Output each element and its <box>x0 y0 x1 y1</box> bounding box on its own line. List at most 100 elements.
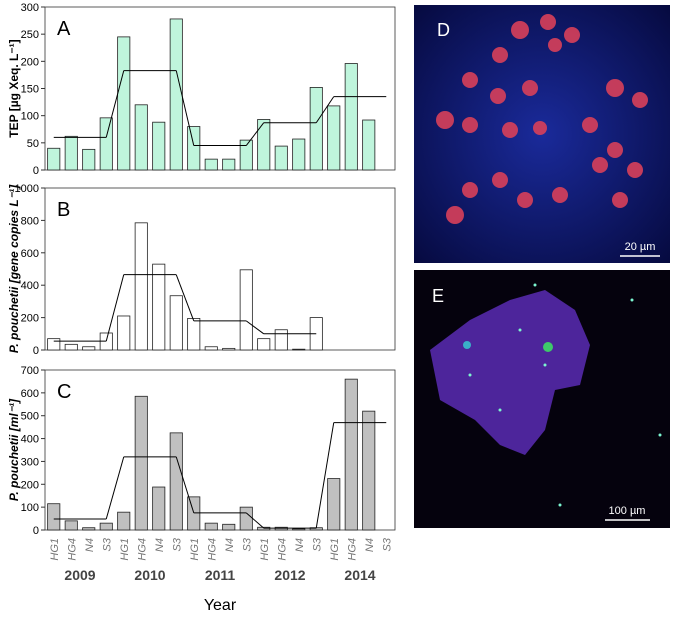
y-tick-label: 50 <box>27 138 39 150</box>
y-tick-label: 100 <box>21 502 39 514</box>
y-tick-label: 600 <box>21 388 39 400</box>
year-label: 2010 <box>134 567 165 583</box>
panel-label: D <box>437 20 450 40</box>
y-tick-label: 0 <box>33 345 39 357</box>
y-tick-label: 400 <box>21 280 39 292</box>
bar <box>117 36 131 171</box>
bar <box>327 105 341 171</box>
panel-label: B <box>57 199 70 221</box>
bar <box>362 410 376 531</box>
y-axis-label: TEP [µg Xeq. L⁻¹] <box>7 39 21 137</box>
plot-frame <box>44 187 396 351</box>
bar <box>152 486 166 531</box>
mean-connector <box>105 456 125 520</box>
bar <box>169 295 183 351</box>
panel-label: A <box>57 18 71 40</box>
y-tick-label: 500 <box>21 411 39 423</box>
mean-connector <box>105 70 125 138</box>
x-tick-label: N4 <box>154 538 166 552</box>
mean-connector <box>245 512 265 529</box>
x-tick-label: HG4 <box>136 538 148 561</box>
chart: 0 200 400 600 800 1000 B P. pouchetii [gene cop… <box>7 183 396 357</box>
bar <box>204 158 218 171</box>
bar <box>362 119 376 171</box>
x-tick-label: HG1 <box>259 538 271 561</box>
mean-connector <box>175 70 195 146</box>
chart: 0 100 200 300 400 500 600 700 C P. pouchetii [ml⁻… <box>7 365 396 614</box>
bar <box>292 348 306 351</box>
y-tick-label: 200 <box>21 313 39 325</box>
bar <box>344 378 358 531</box>
bar <box>239 269 253 351</box>
bar <box>134 104 148 171</box>
bar <box>274 145 288 171</box>
mean-connector <box>175 456 195 514</box>
bar <box>117 511 131 531</box>
y-tick-label: 200 <box>21 479 39 491</box>
bar <box>187 126 201 171</box>
x-tick-label: S3 <box>241 537 253 551</box>
mean-connector <box>315 96 335 124</box>
year-label: 2011 <box>205 567 236 583</box>
bar <box>292 138 306 171</box>
bar <box>47 147 61 171</box>
x-tick-label: S3 <box>381 537 393 551</box>
panel-label: E <box>432 286 444 306</box>
x-axis-label: Year <box>204 597 237 613</box>
x-tick-label: HG1 <box>189 538 201 561</box>
x-tick-label: S3 <box>101 537 113 551</box>
bar <box>64 343 78 351</box>
x-tick-label: N4 <box>84 538 96 552</box>
x-tick-label: N4 <box>364 538 376 552</box>
bar <box>327 478 341 531</box>
scale-bar-label: 20 µm <box>625 241 656 253</box>
x-tick-label: S3 <box>171 537 183 551</box>
image-d: 20 µm D <box>414 5 670 263</box>
x-tick-label: HG1 <box>49 538 61 561</box>
bar <box>134 222 148 351</box>
bar <box>187 496 201 531</box>
year-label: 2012 <box>274 567 305 583</box>
x-tick-label: HG4 <box>206 538 218 561</box>
bar <box>47 338 61 351</box>
bar <box>64 520 78 531</box>
bar <box>134 395 148 531</box>
bar <box>82 148 96 171</box>
scale-bar-label: 100 µm <box>609 505 646 517</box>
mean-connector <box>245 320 265 335</box>
bar <box>344 63 358 171</box>
bar <box>47 503 61 531</box>
plot-frame <box>44 369 396 531</box>
year-label: 2014 <box>344 567 375 583</box>
y-tick-label: 150 <box>21 84 39 96</box>
bar <box>204 522 218 531</box>
bar <box>82 346 96 351</box>
bar <box>152 121 166 171</box>
bar <box>239 506 253 531</box>
chart: 0 50 100 150 200 250 300 A TEP [µg Xeq. L⁻¹] <box>7 2 396 177</box>
bar <box>222 158 236 171</box>
bar <box>117 315 131 351</box>
y-axis-label: P. pouchetii [gene copies L⁻¹] <box>7 184 21 353</box>
bar <box>64 135 78 171</box>
mean-connector <box>245 122 265 146</box>
bar <box>257 338 271 351</box>
bar <box>187 318 201 351</box>
y-axis-label: P. pouchetii [ml⁻¹] <box>7 398 21 501</box>
y-tick-label: 1000 <box>15 183 39 195</box>
bar <box>222 523 236 531</box>
x-tick-label: N4 <box>224 538 236 552</box>
image-e: 100 µm E <box>414 270 670 528</box>
mean-connector <box>175 274 195 322</box>
x-tick-label: HG4 <box>276 538 288 561</box>
bar <box>152 263 166 351</box>
bar <box>274 329 288 351</box>
x-tick-label: HG1 <box>329 538 341 561</box>
bar <box>204 346 218 351</box>
x-tick-label: S3 <box>311 537 323 551</box>
x-tick-label: N4 <box>294 538 306 552</box>
y-tick-label: 300 <box>21 456 39 468</box>
y-tick-label: 250 <box>21 29 39 41</box>
x-tick-label: HG4 <box>346 538 358 561</box>
